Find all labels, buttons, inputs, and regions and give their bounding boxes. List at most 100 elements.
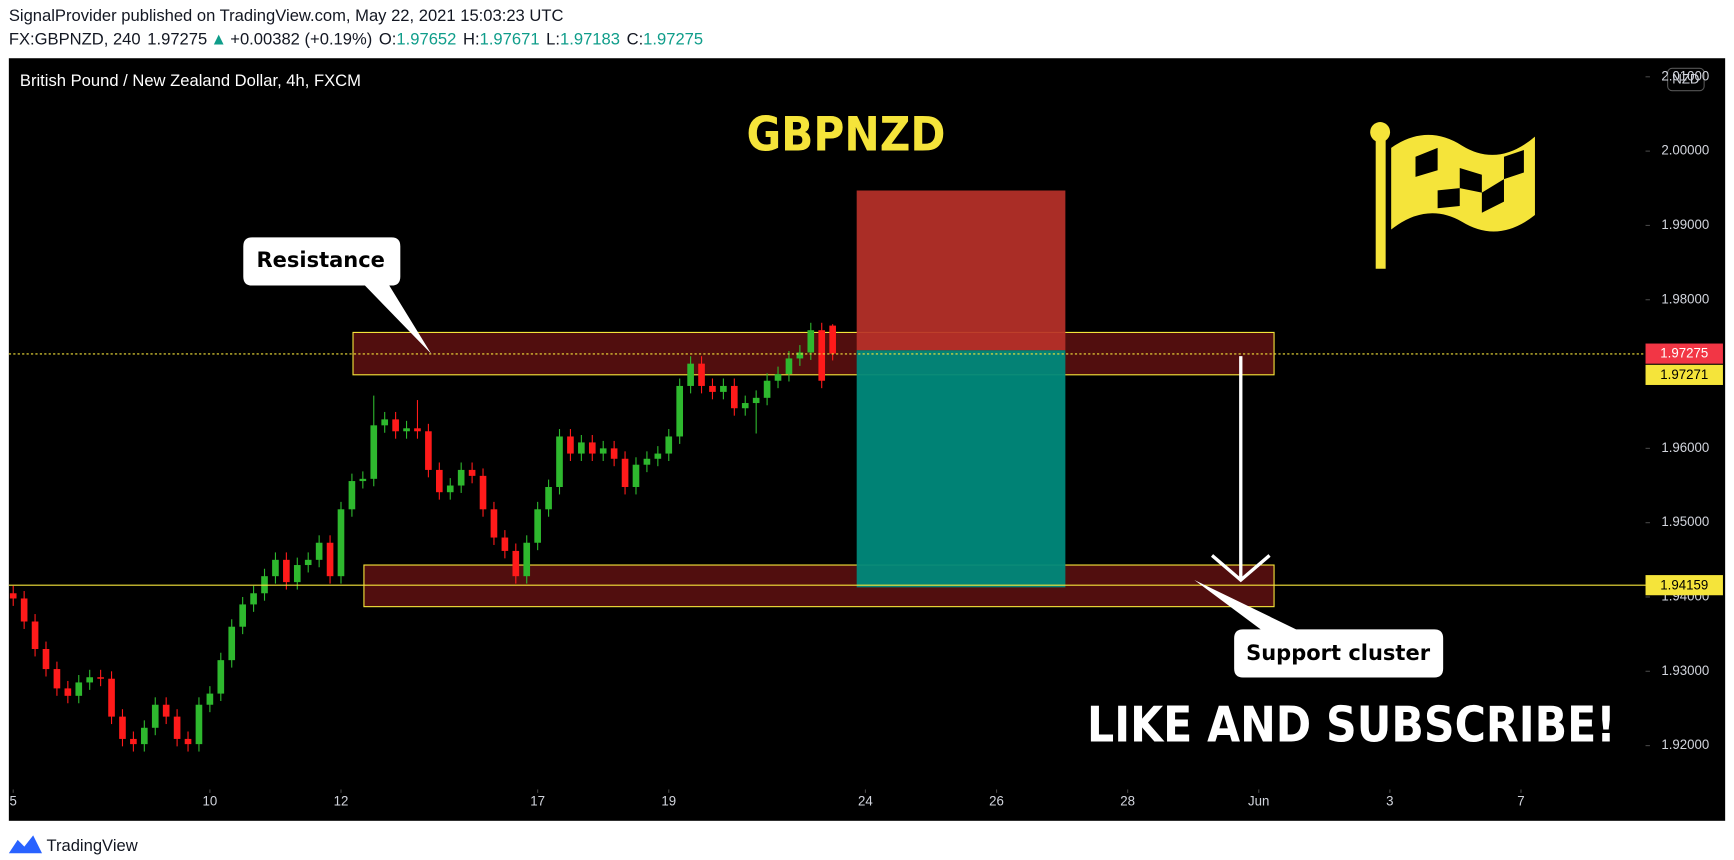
footer-logo: TradingView [8,835,139,855]
price-label: 1.97275 [1660,346,1708,361]
candle-body [818,330,826,381]
candle-body [31,621,39,650]
candle-body [457,469,465,486]
y-tick-label: 1.98000 [1661,291,1709,306]
candle-body [53,669,61,689]
x-tick-label: Jun [1248,793,1269,808]
change-arrow: ▲ [211,30,227,49]
candle-body [184,738,192,745]
candle-body [796,352,804,359]
x-tick-label: 26 [989,793,1004,808]
candle-body [501,537,509,551]
ohlc-value: 1.97275 [643,30,703,49]
support-callout: Support cluster [1194,580,1444,678]
price-label-box [1645,575,1723,596]
candle-body [731,385,738,409]
candle-body [578,442,585,454]
candle-body [567,436,574,454]
candle-body [141,727,148,745]
candle-body [687,363,694,386]
candle-body [676,385,684,437]
x-tick-label: 24 [858,793,873,808]
callout-text: Support cluster [1246,640,1431,665]
badge-box [1667,67,1705,92]
candle-body [807,330,815,353]
candle-body [665,436,673,454]
candle-body [283,559,290,583]
brand: TradingView [46,836,138,855]
candle-body [709,385,716,392]
zone [363,564,1275,608]
candle-body [774,374,782,381]
x-tick-label: 12 [334,793,349,808]
candle-body [173,716,181,739]
candle-body [304,559,312,566]
candle-body [785,358,793,375]
x-tick-label: 19 [661,793,676,808]
y-tick-label: 1.93000 [1661,663,1709,678]
price-label-box [1645,364,1723,385]
y-tick-label: 1.99000 [1661,217,1709,232]
candle-body [108,678,115,717]
candle-body [20,598,28,622]
resistance-callout: Resistance [243,237,432,354]
headline: GBPNZD [746,108,945,162]
candle-body [75,682,83,696]
currency-badge: NZD [1667,67,1705,92]
x-tick-label: 17 [530,793,545,808]
symbol-legend: FX:GBPNZD, 240 1.97275 ▲ +0.00382 (+0.19%) O… [9,30,703,49]
candle-body [381,419,389,426]
flag-ball [1370,122,1391,143]
x-tick-label: 10 [203,793,218,808]
candle-body [414,428,421,432]
candle-body [534,509,541,543]
flag-pole [1375,134,1386,269]
candle-body [752,397,760,404]
candle-body [337,509,345,577]
candle-body [556,436,563,488]
candle-body [217,660,225,694]
x-tick-label: 7 [1517,793,1524,808]
ohlc-value: 1.97183 [560,30,620,49]
y-tick-label: 1.96000 [1661,440,1709,455]
callout-text: Resistance [256,247,384,272]
candle-body [588,442,596,454]
candle-body [370,425,378,479]
change: +0.00382 (+0.19%) [230,30,372,49]
candle-body [599,448,607,454]
callout-box [243,237,432,354]
candle-body [206,693,214,705]
price-label-box [1645,343,1723,364]
candle-body [9,593,17,599]
logo-mark [8,835,43,854]
stop-zone [856,190,1066,351]
ohlc-key: H: [463,30,480,49]
candle-body [763,380,771,398]
callout-box [1194,580,1444,678]
candle-body [479,475,487,510]
badge-text: NZD [1672,72,1699,87]
target-zone [856,350,1066,588]
y-tick-label: 2.00000 [1661,143,1709,158]
candle-body [162,704,170,717]
ohlc-key: L: [546,30,560,49]
ohlc-key: C: [627,30,644,49]
candle-body [272,559,279,577]
x-tick-label: 3 [1386,793,1393,808]
x-tick-label: 5 [10,793,17,808]
price-label: 1.97271 [1660,367,1708,382]
candle-body [610,448,618,459]
candle-body [86,677,94,683]
candle-body [392,419,399,432]
candle-body [512,550,520,577]
candle-body [545,487,552,510]
candle-body [446,485,454,493]
candle-body [151,704,159,728]
candle-body [523,542,531,577]
symbol: FX:GBPNZD, 240 [9,30,141,49]
candle-body [490,509,498,538]
y-tick-label: 1.95000 [1661,514,1709,529]
ohlc-key: O: [379,30,397,49]
candle-body [326,542,334,577]
